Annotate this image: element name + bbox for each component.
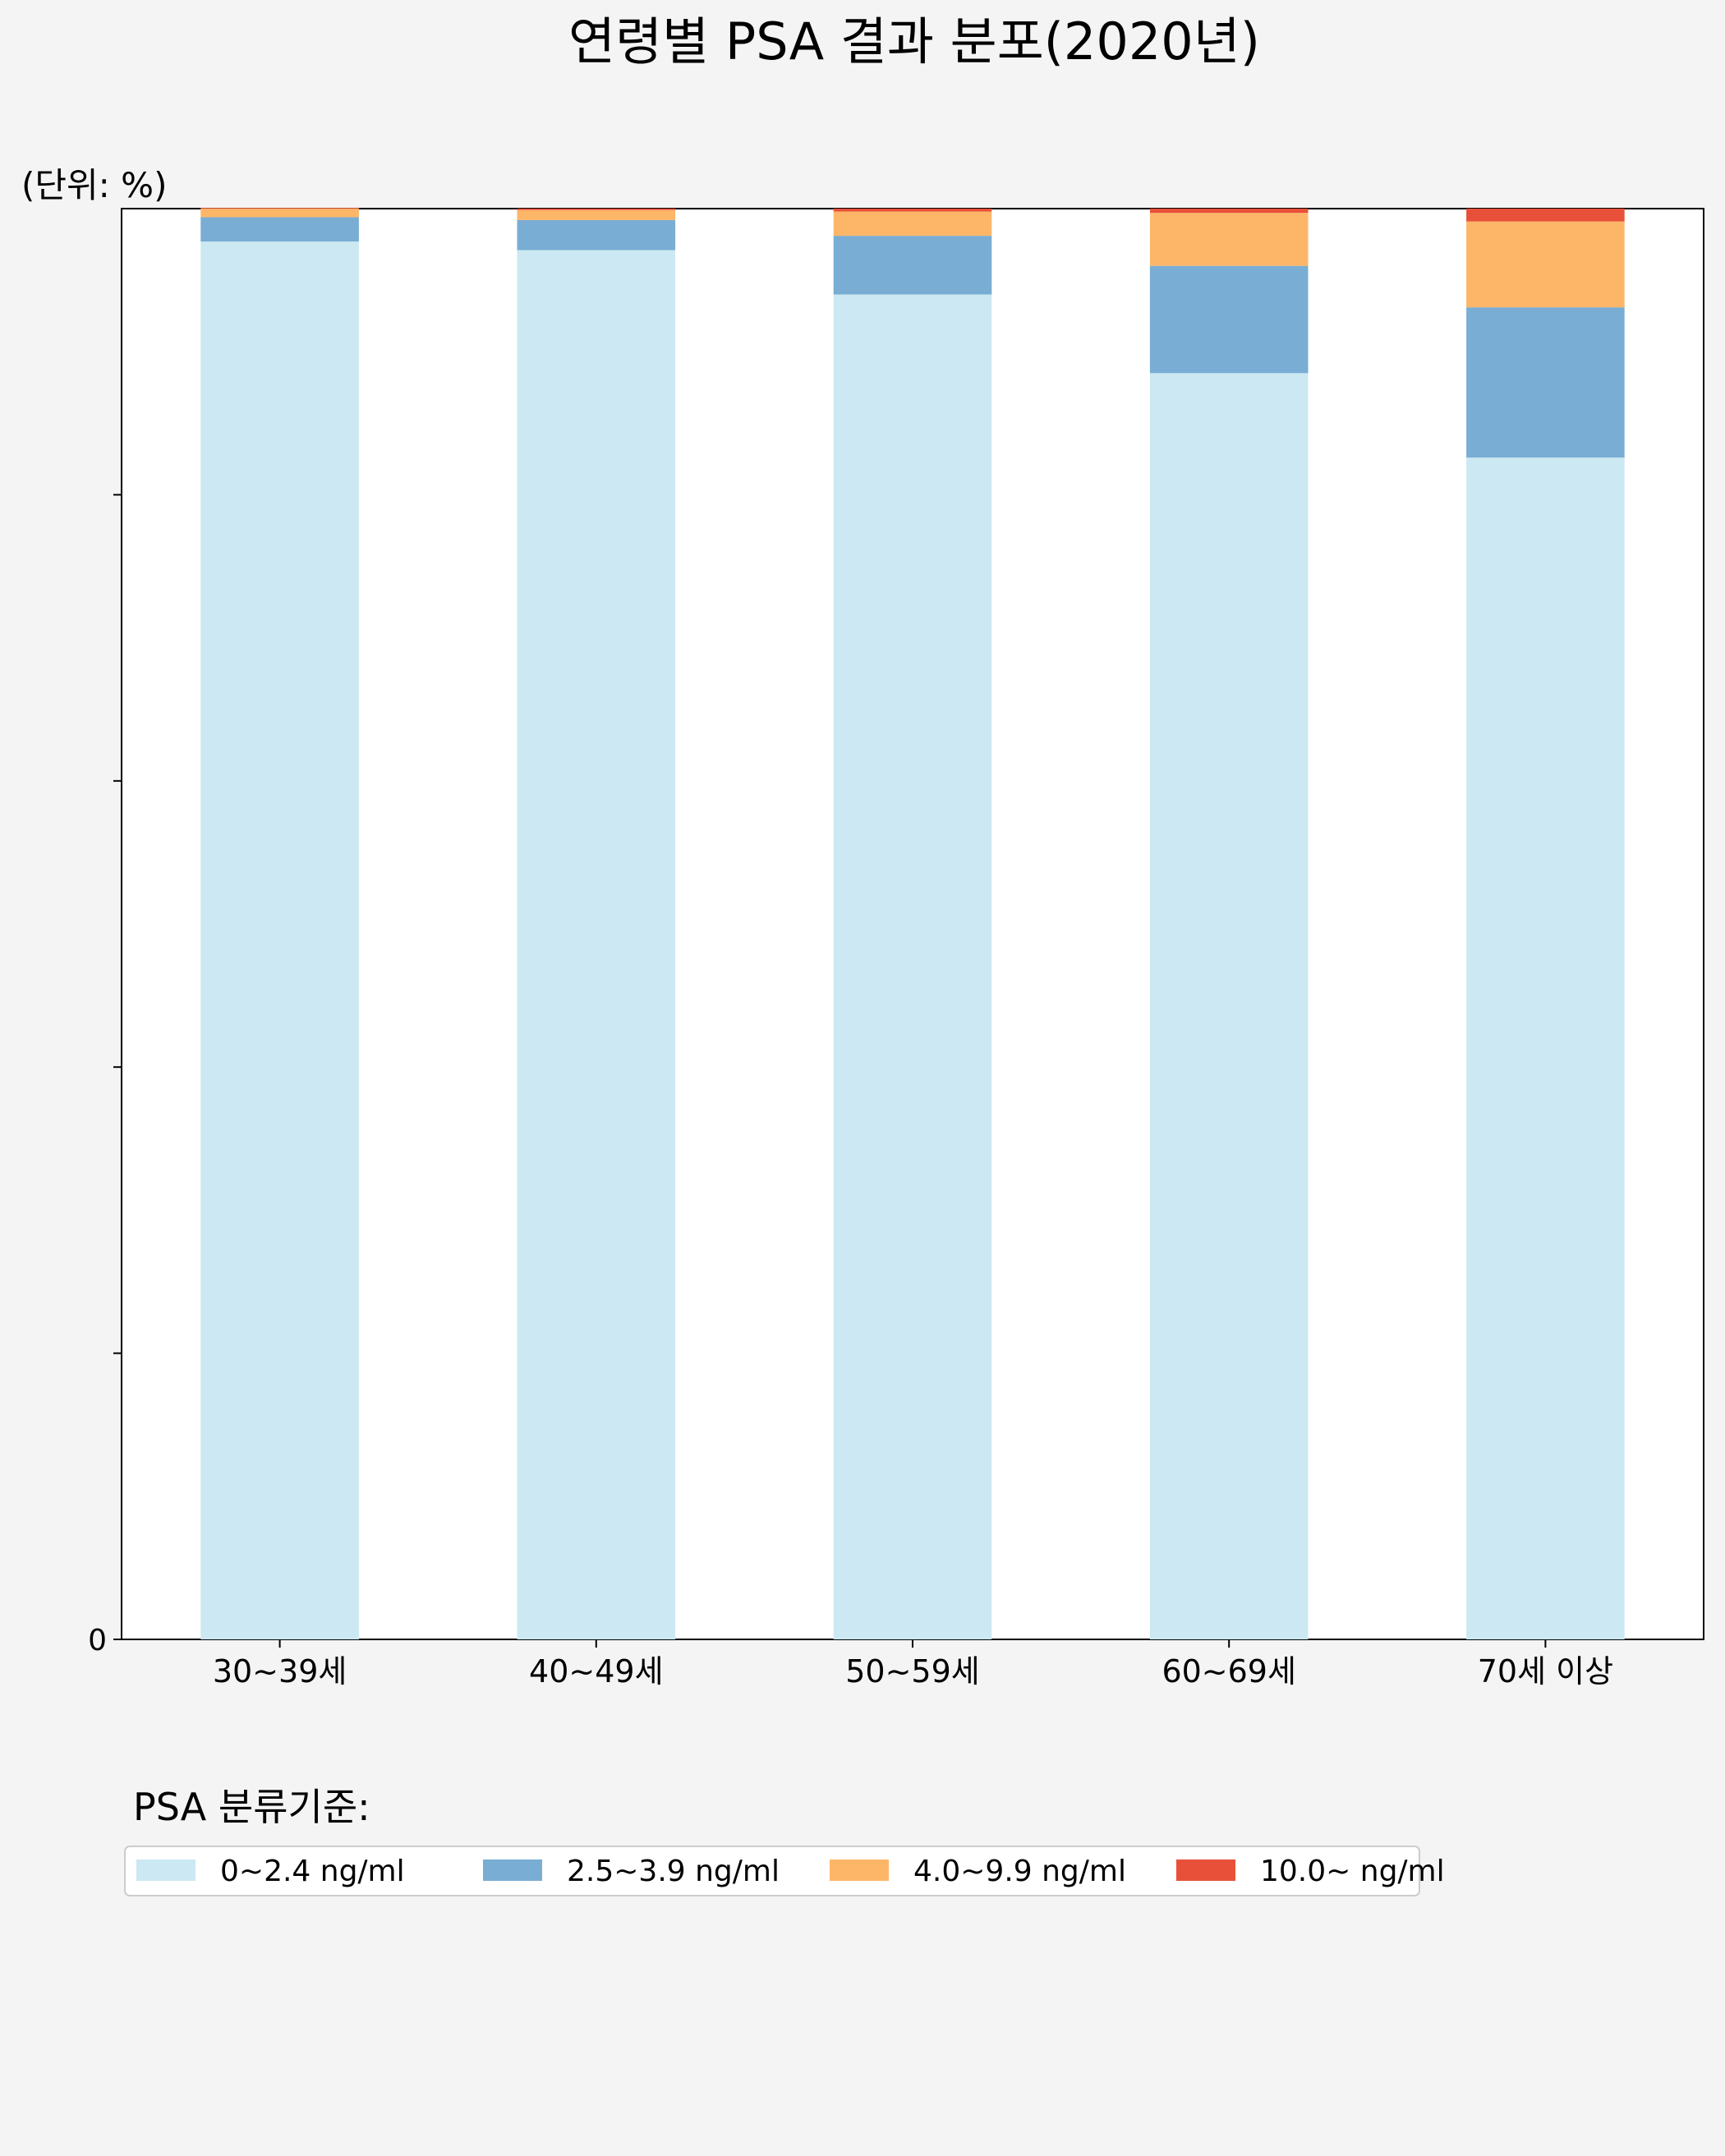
bar-segment-4-series-3 [1149, 213, 1309, 266]
bar-segment-3-series-4 [833, 209, 992, 212]
legend: 0~2.4 ng/ml 2.5~3.9 ng/ml 4.0~9.9 ng/ml 10.… [124, 1846, 1445, 1896]
legend-swatch [136, 1859, 196, 1881]
bar-segment-3-series-3 [833, 211, 992, 237]
bar-segment-3-series-1 [833, 294, 992, 1639]
legend-box [124, 1846, 1420, 1896]
legend-label: 4.0~9.9 ng/ml [913, 1855, 1126, 1888]
bar-segment-2-series-4 [517, 209, 676, 210]
legend-swatch [483, 1859, 542, 1881]
y-axis: 0 [88, 494, 122, 1657]
bar-segment-2-series-1 [517, 250, 676, 1639]
bars-group [200, 208, 1625, 1640]
bar-segment-1-series-2 [200, 217, 359, 242]
legend-label: 0~2.4 ng/ml [220, 1855, 405, 1888]
bar-segment-5-series-1 [1466, 457, 1625, 1640]
x-axis: 30~39세 40~49세 50~59세 60~69세 70세 이상 [213, 1639, 1613, 1689]
bar-segment-1-series-4 [200, 208, 359, 209]
legend-swatch [1176, 1859, 1235, 1881]
bar-segment-2-series-2 [517, 219, 676, 251]
bar-segment-4-series-1 [1149, 373, 1309, 1640]
x-tick-label: 40~49세 [529, 1653, 664, 1689]
bar-segment-1-series-3 [200, 209, 359, 218]
legend-label: 10.0~ ng/ml [1260, 1855, 1445, 1888]
x-tick-label: 30~39세 [213, 1653, 347, 1689]
bar-segment-4-series-4 [1149, 209, 1309, 214]
bar-segment-5-series-3 [1466, 221, 1625, 308]
bar-segment-1-series-1 [200, 241, 359, 1639]
x-tick-label: 60~69세 [1162, 1653, 1296, 1689]
legend-title: PSA 분류기준: [133, 1785, 370, 1829]
x-tick-label: 70세 이상 [1478, 1653, 1613, 1689]
bar-segment-4-series-2 [1149, 265, 1309, 374]
x-tick-label: 50~59세 [845, 1653, 980, 1689]
legend-label: 2.5~3.9 ng/ml [567, 1855, 780, 1888]
bar-segment-5-series-2 [1466, 307, 1625, 458]
bar-segment-2-series-3 [517, 209, 676, 220]
bar-segment-3-series-2 [833, 236, 992, 295]
unit-label: (단위: %) [21, 165, 167, 205]
chart-title: 연령별 PSA 결과 분포(2020년) [568, 11, 1260, 71]
y-tick-label: 0 [88, 1624, 107, 1657]
legend-swatch [830, 1859, 889, 1881]
bar-segment-5-series-4 [1466, 209, 1625, 222]
